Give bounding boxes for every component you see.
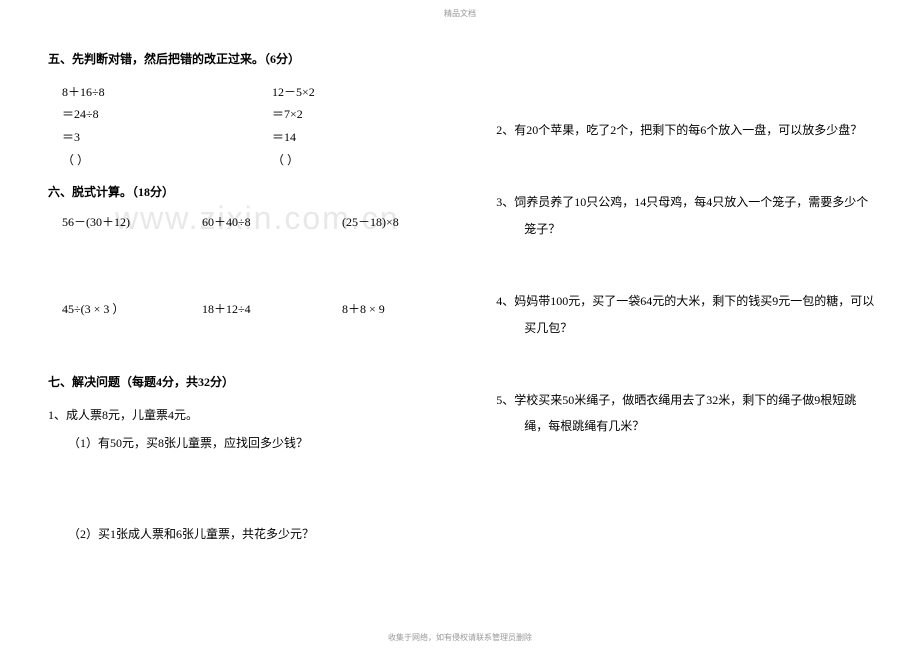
calc-1b: 60＋40÷8	[202, 213, 342, 230]
problem-1-sub-2: （2）买1张成人票和6张儿童票，共花多少元？	[68, 524, 461, 546]
judge-2-line-2: ＝7×2	[272, 103, 303, 126]
problem-4: 4、妈妈带100元，买了一袋64元的大米，剩下的钱买9元一包的糖，可以买几包？	[496, 288, 880, 341]
judge-1-line-2: ＝24÷8	[62, 103, 272, 126]
calc-2b: 18＋12÷4	[202, 300, 342, 317]
left-column: 五、先判断对错，然后把错的改正过来。（6分） 8＋16÷8 12－5×2 ＝24…	[48, 49, 481, 546]
right-column: 2、有20个苹果，吃了2个，把剩下的每6个放入一盘，可以放多少盘？ 3、饲养员养…	[481, 49, 880, 546]
judge-2-line-3: ＝14	[272, 126, 296, 149]
judge-1-line-4: （ ）	[62, 149, 272, 172]
section-5-heading: 五、先判断对错，然后把错的改正过来。（6分）	[48, 49, 461, 71]
judge-row-4: （ ） （ ）	[62, 149, 461, 172]
judge-row-1: 8＋16÷8 12－5×2	[62, 81, 461, 104]
page-columns: 五、先判断对错，然后把错的改正过来。（6分） 8＋16÷8 12－5×2 ＝24…	[0, 19, 920, 546]
calc-2c: 8＋8 × 9	[342, 300, 385, 317]
judge-row-2: ＝24÷8 ＝7×2	[62, 103, 461, 126]
calc-2a: 45÷(3 × 3 ）	[62, 300, 202, 317]
judge-2-line-4: （ ）	[272, 149, 299, 172]
page-footer: 收集于网络，如有侵权请联系管理员删除	[0, 632, 920, 643]
judge-row-3: ＝3 ＝14	[62, 126, 461, 149]
judge-2-line-1: 12－5×2	[272, 81, 315, 104]
calc-1a: 56－(30＋12)	[62, 213, 202, 230]
problem-1: 1、成人票8元，儿童票4元。	[48, 404, 461, 427]
calc-row-1: 56－(30＋12) 60＋40÷8 (25－18)×8	[62, 213, 461, 230]
problem-2: 2、有20个苹果，吃了2个，把剩下的每6个放入一盘，可以放多少盘？	[496, 117, 880, 143]
section-7-heading: 七、解决问题（每题4分，共32分）	[48, 372, 461, 394]
judge-1-line-3: ＝3	[62, 126, 272, 149]
problem-3: 3、饲养员养了10只公鸡，14只母鸡，每4只放入一个笼子，需要多少个笼子？	[496, 189, 880, 242]
calc-row-2: 45÷(3 × 3 ） 18＋12÷4 8＋8 × 9	[62, 300, 461, 317]
problem-5: 5、学校买来50米绳子，做晒衣绳用去了32米，剩下的绳子做9根短跳绳，每根跳绳有…	[496, 387, 880, 440]
page-header: 精品文档	[0, 0, 920, 19]
calc-1c: (25－18)×8	[342, 213, 399, 230]
problem-1-sub-1: （1）有50元，买8张儿童票，应找回多少钱？	[68, 433, 461, 455]
judge-1-line-1: 8＋16÷8	[62, 81, 272, 104]
section-6-heading: 六、脱式计算。（18分）	[48, 182, 461, 204]
